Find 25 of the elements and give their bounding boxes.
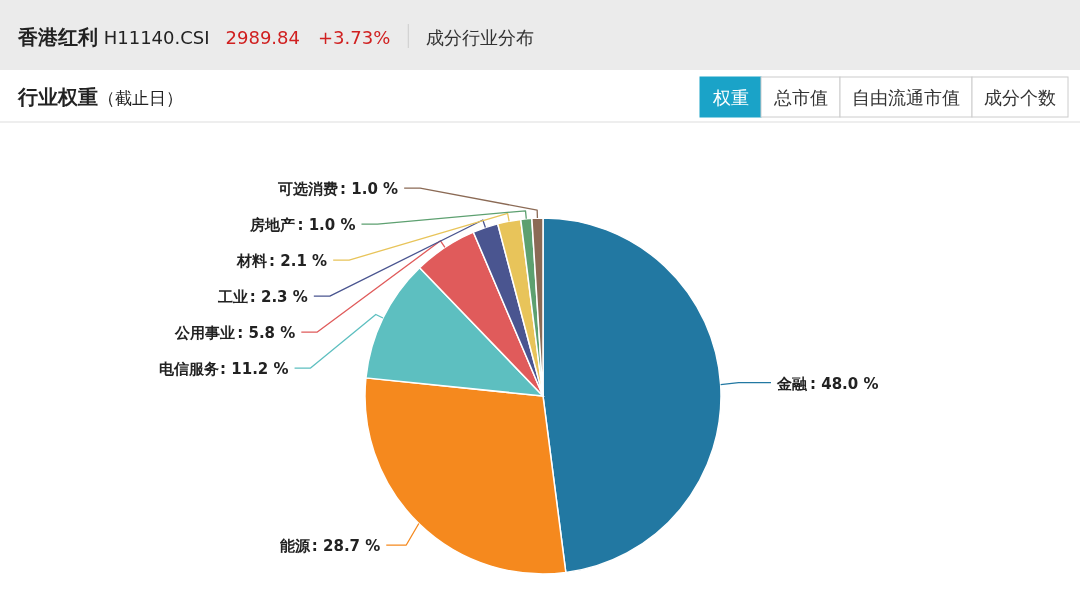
data-label: : 5.8 %: [237, 324, 296, 343]
slice-label: 公用事业: [174, 324, 236, 343]
text: 自由流通市值: [852, 87, 960, 108]
slice-label: 工业: [216, 288, 248, 307]
data-label: : 1.0 %: [340, 180, 399, 199]
text: 成分行业分布: [426, 27, 535, 48]
slice-label: 能源: [279, 537, 311, 556]
slice-label: 电信服务: [159, 360, 220, 379]
data-label: : 48.0 %: [810, 374, 879, 393]
text: 权重: [711, 87, 749, 108]
slice-label: 金融: [776, 374, 808, 393]
slice-label: 可选消费: [277, 180, 339, 199]
slice-label: 房地产: [249, 216, 296, 235]
data-label: : 1.0 %: [297, 216, 356, 235]
chart-subtitle: 行业权重（截止日）: [17, 85, 183, 109]
text: 2989.84: [225, 27, 300, 48]
data-label: : 2.1 %: [269, 252, 328, 271]
slice-label: 材料: [236, 252, 268, 271]
chart-title: 香港红利 H11140.CSI: [17, 25, 210, 49]
data-label: : 28.7 %: [311, 537, 381, 556]
text: +3.73%: [317, 27, 391, 48]
text: 成分个数: [984, 87, 1056, 108]
data-label: : 11.2 %: [220, 360, 289, 379]
text: 总市值: [772, 87, 828, 108]
data-label: : 2.3 %: [249, 288, 308, 307]
